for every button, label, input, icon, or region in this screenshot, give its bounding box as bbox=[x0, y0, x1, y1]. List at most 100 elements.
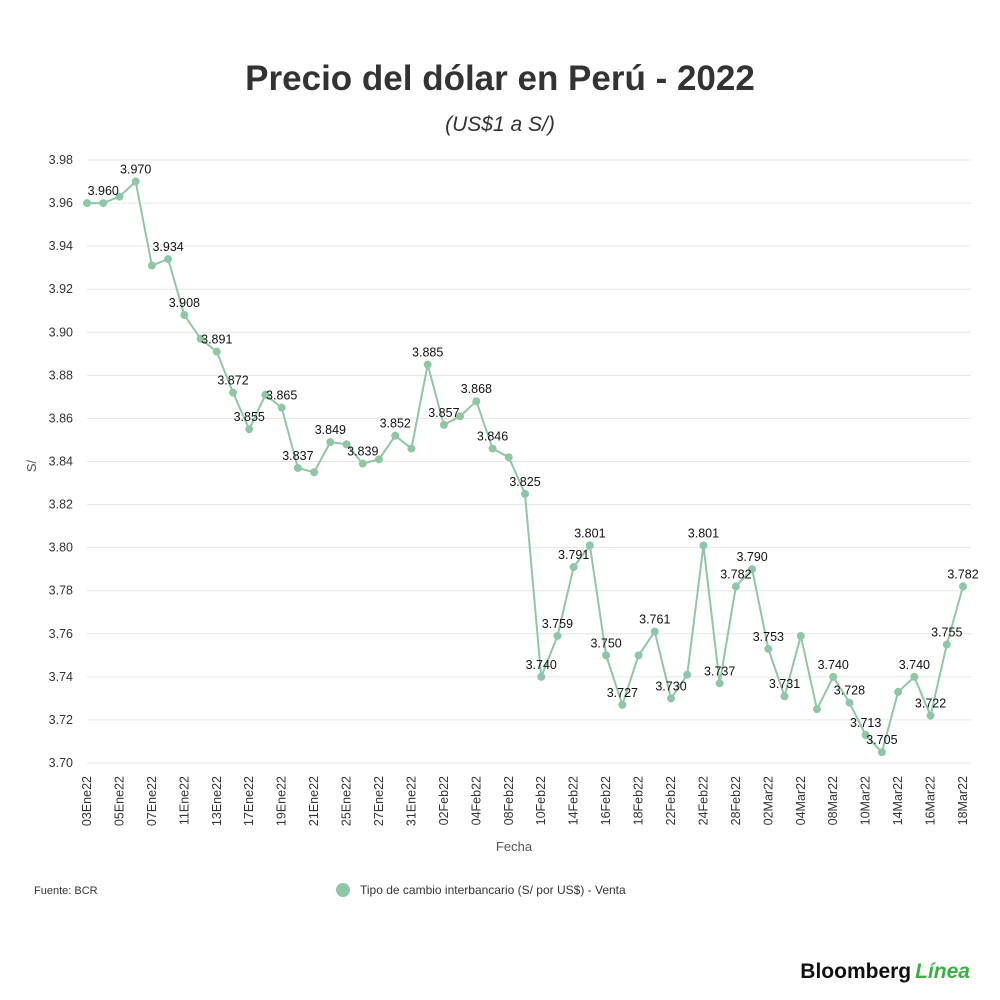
data-label: 3.727 bbox=[607, 686, 638, 700]
data-point bbox=[261, 390, 270, 399]
data-point bbox=[147, 261, 156, 270]
data-point bbox=[391, 431, 400, 440]
data-point bbox=[731, 582, 740, 591]
data-point bbox=[585, 541, 594, 550]
data-point bbox=[456, 412, 465, 421]
y-axis-ticks: 3.98 3.96 3.94 3.92 3.90 3.88 3.86 3.84 3.82 3.80… bbox=[49, 153, 73, 770]
y-tick-label: 3.72 bbox=[49, 713, 73, 727]
data-label: 3.849 bbox=[315, 423, 346, 437]
x-tick-label: 21Ene22 bbox=[307, 776, 321, 826]
data-label: 3.755 bbox=[931, 626, 962, 640]
y-tick-label: 3.88 bbox=[49, 368, 73, 382]
data-point bbox=[245, 425, 254, 434]
data-point bbox=[131, 177, 140, 186]
data-label: 3.839 bbox=[347, 445, 378, 459]
x-tick-label: 18Feb22 bbox=[632, 776, 646, 825]
data-point bbox=[326, 438, 335, 447]
data-point bbox=[342, 440, 351, 449]
x-tick-label: 04Feb22 bbox=[469, 776, 483, 825]
y-tick-label: 3.74 bbox=[49, 670, 73, 684]
data-label: 3.801 bbox=[574, 526, 605, 540]
data-label: 3.852 bbox=[380, 417, 411, 431]
x-tick-label: 28Feb22 bbox=[729, 776, 743, 825]
data-label: 3.960 bbox=[88, 184, 119, 198]
x-tick-label: 14Mar22 bbox=[891, 776, 905, 825]
x-tick-label: 02Feb22 bbox=[437, 776, 451, 825]
y-axis-label: S/ bbox=[24, 459, 39, 472]
x-tick-label: 03Ene22 bbox=[80, 776, 94, 826]
data-point bbox=[212, 347, 221, 356]
data-point bbox=[764, 644, 773, 653]
data-label: 3.868 bbox=[461, 382, 492, 396]
data-point bbox=[715, 679, 724, 688]
y-tick-label: 3.86 bbox=[49, 411, 73, 425]
data-label: 3.801 bbox=[688, 526, 719, 540]
data-label: 3.713 bbox=[850, 716, 881, 730]
data-point bbox=[310, 468, 319, 477]
data-label: 3.782 bbox=[947, 567, 978, 581]
y-tick-label: 3.82 bbox=[49, 498, 73, 512]
y-tick-label: 3.84 bbox=[49, 455, 73, 469]
data-label: 3.761 bbox=[639, 613, 670, 627]
x-tick-label: 08Feb22 bbox=[502, 776, 516, 825]
data-point bbox=[358, 459, 367, 468]
data-label: 3.857 bbox=[428, 406, 459, 420]
x-tick-label: 27Ene22 bbox=[372, 776, 386, 826]
data-point bbox=[553, 631, 562, 640]
data-point bbox=[683, 670, 692, 679]
x-tick-label: 14Feb22 bbox=[567, 776, 581, 825]
data-label: 3.730 bbox=[655, 679, 686, 693]
data-label: 3.740 bbox=[818, 658, 849, 672]
data-label: 3.837 bbox=[282, 449, 313, 463]
data-point bbox=[423, 360, 432, 369]
y-tick-label: 3.96 bbox=[49, 196, 73, 210]
x-tick-label: 31Ene22 bbox=[404, 776, 418, 826]
data-point bbox=[229, 388, 237, 397]
data-label: 3.825 bbox=[509, 475, 540, 489]
series-layer bbox=[83, 177, 967, 757]
data-point bbox=[488, 444, 497, 453]
data-label: 3.790 bbox=[736, 550, 767, 564]
x-tick-label: 22Feb22 bbox=[664, 776, 678, 825]
x-tick-label: 16Mar22 bbox=[924, 776, 938, 825]
data-label: 3.782 bbox=[720, 567, 751, 581]
x-tick-label: 24Feb22 bbox=[696, 776, 710, 825]
data-point bbox=[293, 463, 302, 472]
x-axis-label: Fecha bbox=[496, 839, 533, 854]
x-tick-label: 02Mar22 bbox=[761, 776, 775, 825]
x-tick-label: 05Ene22 bbox=[112, 776, 126, 826]
data-point bbox=[99, 199, 108, 208]
data-label: 3.750 bbox=[590, 636, 621, 650]
data-point bbox=[699, 541, 708, 550]
data-point bbox=[910, 672, 919, 681]
data-point bbox=[602, 651, 611, 660]
data-label: 3.731 bbox=[769, 677, 800, 691]
legend-label: Tipo de cambio interbancario (S/ por US$… bbox=[360, 883, 626, 897]
source-note: Fuente: BCR bbox=[34, 885, 98, 897]
data-label: 3.753 bbox=[753, 630, 784, 644]
data-point bbox=[472, 397, 481, 406]
x-tick-label: 19Ene22 bbox=[275, 776, 289, 826]
data-point bbox=[667, 694, 675, 703]
data-point bbox=[375, 455, 383, 464]
x-tick-label: 07Ene22 bbox=[145, 776, 159, 826]
data-point bbox=[845, 698, 854, 707]
x-tick-label: 25Ene22 bbox=[340, 776, 354, 826]
y-tick-label: 3.94 bbox=[49, 239, 73, 253]
data-label: 3.705 bbox=[866, 733, 897, 747]
x-axis-ticks: 03Ene22 05Ene22 07Ene22 11Ene22 13Ene22 17Ene… bbox=[80, 776, 970, 826]
data-label: 3.885 bbox=[412, 346, 443, 360]
x-tick-label: 13Ene22 bbox=[210, 776, 224, 826]
data-point bbox=[861, 731, 870, 740]
data-label: 3.934 bbox=[152, 240, 183, 254]
data-label: 3.740 bbox=[526, 658, 557, 672]
data-label: 3.865 bbox=[266, 389, 297, 403]
y-tick-label: 3.70 bbox=[49, 756, 73, 770]
data-point bbox=[748, 565, 757, 574]
data-point bbox=[894, 687, 903, 696]
data-point bbox=[277, 403, 286, 412]
data-label: 3.908 bbox=[169, 296, 200, 310]
gridlines bbox=[87, 159, 971, 764]
brand-accent: Línea bbox=[915, 960, 970, 983]
